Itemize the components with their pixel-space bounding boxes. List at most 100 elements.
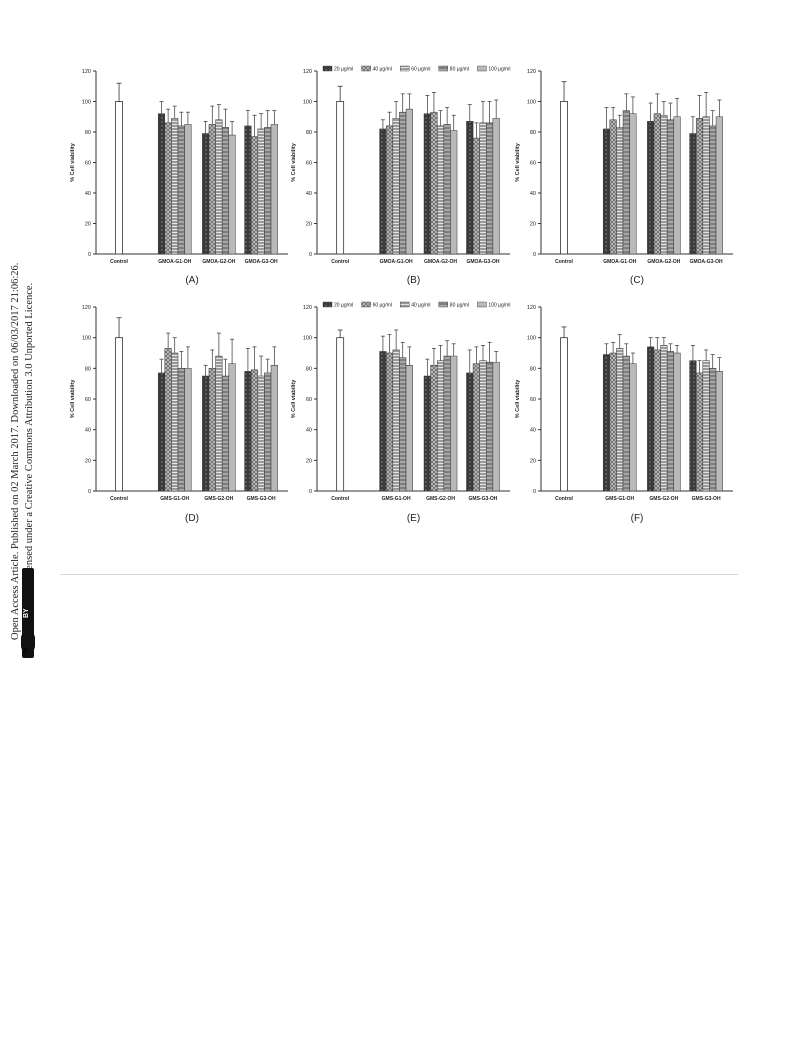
bar [622, 110, 630, 255]
chart-panel-c: 0 20 40 60 80 100 120 % Cell viability Control GM… [515, 69, 733, 286]
bar [689, 133, 697, 255]
bar [436, 125, 445, 255]
bar [479, 122, 487, 255]
y-tick-label: 80 [85, 130, 91, 136]
bar [715, 371, 723, 492]
control-bar [115, 337, 123, 492]
y-tick-label: 20 [306, 458, 312, 464]
x-tick-label-control: Control [110, 496, 128, 502]
bar [622, 355, 630, 492]
bar [666, 351, 675, 492]
legend-label: 60 µg/ml [373, 303, 392, 309]
x-tick-label-group: GMOA-G2-OH [424, 259, 457, 265]
x-tick-label-group: GMS-G2-OH [426, 496, 455, 502]
bar [492, 361, 500, 492]
y-tick-label: 20 [530, 222, 536, 228]
cc-logo-icon[interactable]: cc [21, 632, 35, 654]
bar [466, 372, 474, 492]
bar [385, 125, 394, 255]
bar [405, 108, 413, 255]
x-tick-label-group: GMOA-G1-OH [380, 259, 413, 265]
panel-label: (D) [185, 513, 199, 524]
legend-label: 40 µg/ml [373, 67, 392, 73]
legend-swatch [477, 65, 487, 72]
bar [250, 369, 259, 492]
bar [602, 354, 611, 492]
bar [443, 355, 451, 492]
y-tick-label: 40 [306, 428, 312, 434]
bar [616, 348, 624, 492]
bar [486, 361, 494, 492]
panel-label: (A) [185, 275, 198, 286]
x-tick-label-group: GMOA-G1-OH [603, 259, 636, 265]
bar [250, 136, 259, 255]
bar [405, 365, 413, 492]
y-axis-label: % Cell viability [291, 142, 297, 181]
y-tick-label: 120 [527, 69, 536, 75]
y-tick-label: 60 [530, 397, 536, 403]
bar [653, 113, 661, 255]
y-tick-label: 0 [533, 252, 536, 258]
x-tick-label-group: GMS-G3-OH [469, 496, 498, 502]
y-axis-label: % Cell viability [515, 379, 521, 418]
legend-swatch [322, 65, 333, 72]
legend-swatch [400, 301, 410, 308]
bar [379, 128, 387, 255]
y-tick-label: 120 [82, 305, 91, 311]
x-tick-label-control: Control [331, 496, 349, 502]
x-tick-label-group: GMS-G1-OH [605, 496, 634, 502]
y-tick-label: 100 [527, 100, 536, 106]
legend-swatch [438, 65, 448, 72]
bar [184, 124, 192, 255]
x-tick-label-group: GMS-G2-OH [204, 496, 233, 502]
bar [609, 119, 617, 255]
chart-panel-b: 0 20 40 60 80 100 120 % Cell viability Control GM… [291, 65, 510, 286]
x-tick-label-group: GMS-G3-OH [247, 496, 276, 502]
y-tick-label: 0 [88, 252, 91, 258]
x-tick-label-control: Control [555, 259, 573, 265]
x-tick-label-control: Control [110, 259, 128, 265]
legend-label: 60 µg/ml [411, 67, 430, 73]
x-tick-label-group: GMOA-G3-OH [245, 259, 278, 265]
bar [392, 349, 400, 492]
bar [157, 113, 166, 255]
y-tick-label: 20 [85, 222, 91, 228]
panel-label: (F) [631, 513, 644, 524]
chart-panel-d: 0 20 40 60 80 100 120 % Cell viability Control GM… [70, 305, 288, 524]
bar [660, 345, 668, 492]
y-tick-label: 20 [530, 458, 536, 464]
panel-label: (C) [630, 275, 644, 286]
y-tick-label: 80 [306, 366, 312, 372]
bar [709, 125, 717, 255]
y-tick-label: 40 [85, 428, 91, 434]
bar [228, 363, 236, 492]
y-tick-label: 100 [527, 336, 536, 342]
y-tick-label: 80 [85, 366, 91, 372]
bar [653, 349, 661, 492]
bar [202, 375, 210, 492]
bar [244, 371, 252, 492]
y-tick-label: 60 [306, 397, 312, 403]
legend-label: 100 µg/ml [488, 303, 510, 309]
bar [689, 360, 697, 492]
section-divider [60, 574, 738, 575]
bar [157, 372, 166, 492]
y-tick-label: 100 [303, 336, 312, 342]
bar [385, 352, 394, 492]
bar [695, 372, 704, 492]
bar [257, 375, 265, 492]
bar [177, 368, 185, 492]
bar [702, 116, 710, 255]
y-tick-label: 60 [306, 161, 312, 167]
legend-swatch [477, 301, 487, 308]
x-tick-label-group: GMOA-G3-OH [466, 259, 499, 265]
x-tick-label-group: GMS-G1-OH [160, 496, 189, 502]
legend-swatch [400, 65, 410, 72]
bar [423, 375, 431, 492]
bar [164, 348, 172, 492]
y-tick-label: 100 [303, 100, 312, 106]
bar [184, 368, 192, 492]
bar [715, 116, 723, 255]
panel-label: (E) [407, 513, 420, 524]
